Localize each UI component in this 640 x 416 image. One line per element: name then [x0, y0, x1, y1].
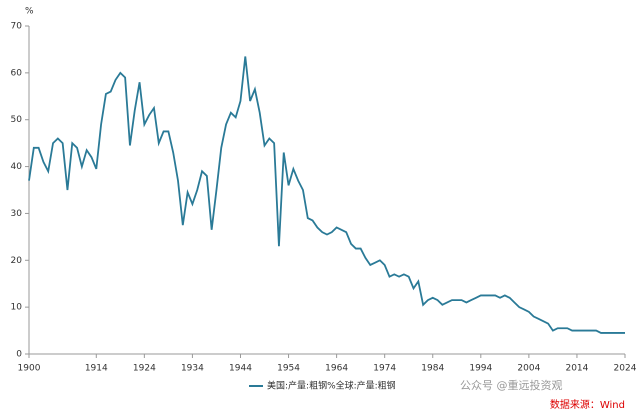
x-tick-label: 1944: [229, 364, 252, 374]
x-tick-label: 1924: [133, 364, 156, 374]
legend-label: 美国:产量:粗钢%全球:产量:粗钢: [267, 380, 396, 392]
x-tick-label: 1934: [181, 364, 204, 374]
x-tick-label: 1900: [18, 364, 41, 374]
x-tick-label: 2014: [565, 364, 588, 374]
y-tick-label: 10: [11, 303, 23, 313]
source: 数据来源：Wind: [550, 398, 625, 411]
y-tick-label: 70: [11, 22, 23, 32]
x-tick-label: 1984: [421, 364, 444, 374]
y-unit: %: [25, 7, 34, 17]
watermark: 公众号 @重远投资观: [460, 378, 563, 392]
x-tick-label: 1994: [469, 364, 492, 374]
y-tick-label: 0: [16, 350, 22, 360]
y-tick-label: 60: [11, 68, 23, 78]
x-tick-label: 2004: [517, 364, 540, 374]
data-line: [28, 56, 625, 334]
x-tick-label: 2024: [614, 364, 637, 374]
y-tick-label: 30: [11, 209, 23, 219]
y-tick-label: 20: [11, 256, 23, 266]
x-tick-label: 1914: [85, 364, 108, 374]
x-tick-label: 1964: [325, 364, 348, 374]
y-tick-label: 50: [11, 115, 23, 125]
x-tick-label: 1974: [373, 364, 396, 374]
y-tick-label: 40: [11, 162, 23, 172]
x-tick-label: 1954: [277, 364, 300, 374]
